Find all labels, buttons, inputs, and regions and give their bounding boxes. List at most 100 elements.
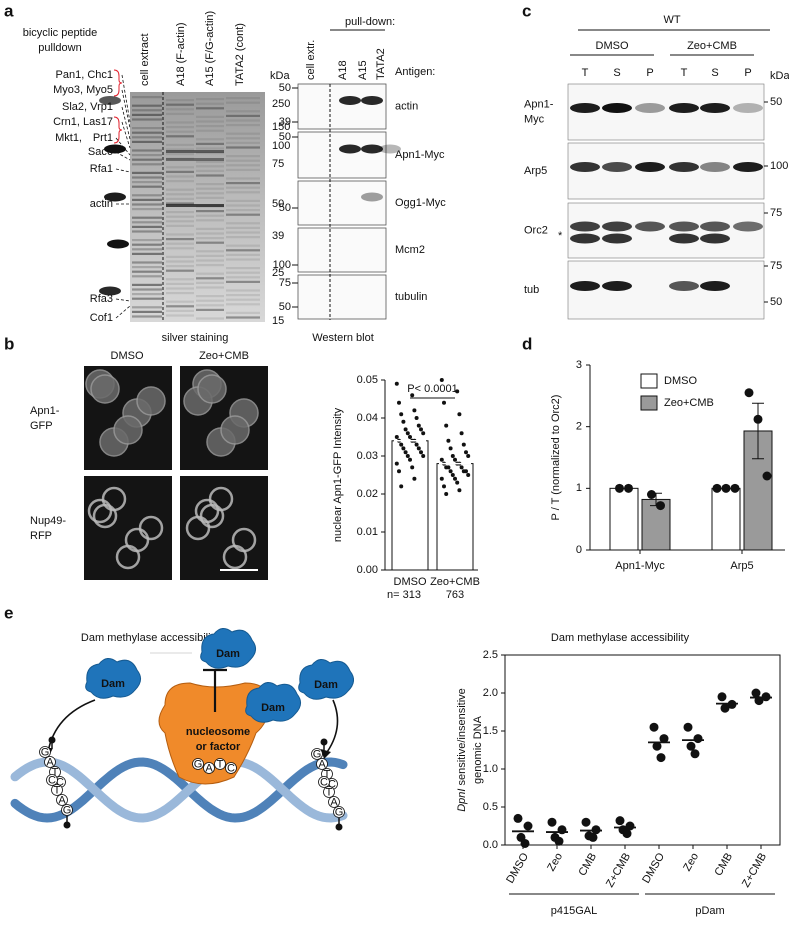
base-circle (44, 756, 56, 768)
gel-band (166, 180, 194, 183)
y-tick-label: 0.02 (357, 488, 378, 500)
marker-label: 100 (272, 140, 290, 152)
lane-label: A15 (F/G-actin) (204, 11, 216, 86)
blot-band (700, 221, 730, 232)
gel-band (226, 114, 260, 117)
gel-band (166, 126, 194, 129)
dot (412, 408, 417, 413)
gel-band (196, 272, 224, 275)
marker-label: 250 (272, 98, 290, 110)
gel-band (226, 289, 260, 292)
dot (588, 832, 598, 842)
base-letter: C (320, 776, 328, 788)
legend-swatch (640, 373, 658, 389)
gel-band (226, 97, 260, 100)
gel-band (226, 155, 260, 158)
gel-band (226, 311, 260, 314)
dot (397, 400, 401, 405)
protein-label: Pan1, Chc1 (56, 69, 113, 81)
x-tick-label: Zeo+CMB (430, 576, 480, 588)
base-circle (39, 746, 51, 758)
bar (711, 487, 741, 551)
chart-title: Dam methylase accessibility (551, 632, 690, 644)
blot-band (104, 192, 126, 202)
blot-band (379, 144, 401, 154)
gel-band (196, 214, 224, 217)
gel-band (166, 193, 194, 196)
marker-label: 50 (279, 131, 291, 143)
base-letter: G (194, 758, 203, 770)
x-tick-label: Zeo (545, 851, 565, 873)
gel-band (166, 242, 194, 245)
gel-band (132, 127, 162, 130)
y-axis-label-italic: DpnI (456, 789, 468, 812)
gel-band (166, 108, 194, 111)
dot (442, 484, 446, 489)
gel-band (166, 224, 194, 227)
dot (408, 435, 412, 439)
cell (220, 415, 250, 445)
blot (567, 142, 765, 200)
gel-band (226, 298, 260, 301)
base-letter: C (48, 774, 56, 786)
gel-band (196, 241, 224, 244)
base-letter: A (318, 758, 326, 770)
gel-band (196, 98, 224, 101)
base-letter: T (54, 784, 61, 796)
legend-label: DMSO (664, 375, 697, 387)
base-circle (311, 748, 323, 760)
blot-band (99, 286, 121, 296)
gel-band (226, 303, 260, 306)
protein-label: Rfa3 (90, 293, 113, 305)
row-label: Apn1- (30, 405, 60, 417)
gel-band (196, 210, 224, 213)
gel-band (196, 115, 224, 118)
gel-band (132, 243, 162, 246)
base-circle (318, 776, 330, 788)
gel-band (166, 150, 224, 153)
band-note: * (558, 230, 563, 242)
x-tick-label: DMSO (504, 851, 531, 886)
gel-band (226, 276, 260, 279)
gel-band (132, 275, 162, 278)
panel-letter: c (522, 1, 531, 20)
dot (649, 722, 659, 732)
dot (399, 412, 404, 417)
marker-label: 50 (279, 202, 291, 214)
cell (92, 503, 118, 529)
blot-band (669, 103, 699, 113)
gel-band (166, 238, 194, 241)
dot (461, 442, 466, 447)
gel-band (226, 267, 260, 270)
blot-band (570, 103, 600, 113)
y-tick-label: 2.5 (483, 649, 498, 661)
dot (466, 454, 471, 458)
row-label: Nup49- (30, 515, 66, 527)
gel-band (132, 140, 162, 143)
gel-band (196, 174, 224, 177)
leader-line (121, 89, 131, 129)
gel-band (226, 280, 260, 283)
marker-label: 100 (770, 160, 788, 172)
gel-band (196, 160, 224, 163)
antigen-label: Ogg1-Myc (395, 197, 446, 209)
y-axis-label: P / T (normalized to Orc2) (550, 395, 562, 521)
blot-band (361, 144, 383, 154)
gel-band (196, 317, 224, 320)
blot-band (669, 233, 699, 244)
blot-band (733, 162, 763, 172)
x-tick-label: Z+CMB (604, 851, 633, 890)
dot (399, 442, 404, 447)
gel-band (166, 233, 194, 236)
gel-band (166, 188, 194, 191)
gel-band (226, 231, 260, 234)
gel-band (196, 219, 224, 222)
y-tick-label: 0 (576, 544, 582, 556)
gel-band (226, 222, 260, 225)
protein-label: Crn1, Las17 (53, 116, 113, 128)
gel-band (226, 253, 260, 256)
blot-band (635, 162, 665, 172)
dot (444, 492, 449, 496)
gel-band (196, 281, 224, 284)
arrow-head (321, 749, 331, 759)
